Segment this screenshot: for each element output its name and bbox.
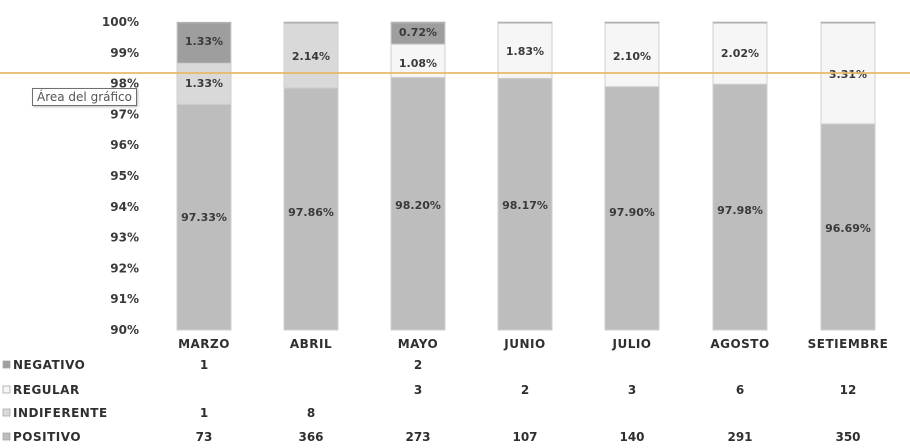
bar-segment-negativo <box>176 21 232 64</box>
data-label: 97.33% <box>181 211 227 224</box>
table-cell: 12 <box>840 383 857 397</box>
data-label: 97.98% <box>717 204 763 217</box>
selection-indicator-line <box>0 72 910 74</box>
bar-top-edge <box>498 22 552 24</box>
category-label: MAYO <box>398 337 439 351</box>
table-cell: 1 <box>200 406 208 420</box>
category-label: JULIO <box>611 337 651 351</box>
table-cell: 3 <box>414 383 422 397</box>
y-tick-label: 91% <box>110 292 139 306</box>
data-label: 97.90% <box>609 206 655 219</box>
y-tick-label: 94% <box>110 200 139 214</box>
bar-segment-positivo <box>283 87 339 331</box>
y-tick-label: 95% <box>110 169 139 183</box>
y-tick-label: 98% <box>110 77 139 91</box>
bar-top-edge <box>284 22 338 24</box>
table-cell: 107 <box>512 430 537 444</box>
table-cell: 2 <box>521 383 529 397</box>
data-label: 98.20% <box>395 199 441 212</box>
data-label: 3.31% <box>829 68 867 81</box>
legend-key-positivo <box>2 432 11 441</box>
data-label: 1.33% <box>185 77 223 90</box>
legend-key-negativo <box>2 360 11 369</box>
table-row-label: NEGATIVO <box>13 358 85 372</box>
bar-segment-positivo <box>604 86 660 331</box>
table-row-label: REGULAR <box>13 383 80 397</box>
legend-key-indiferente <box>2 408 11 417</box>
table-cell: 366 <box>298 430 323 444</box>
bar-top-edge <box>713 22 767 24</box>
bar-top-edge <box>821 22 875 24</box>
data-label: 97.86% <box>288 206 334 219</box>
bar-top-edge <box>391 22 445 24</box>
table-cell: 2 <box>414 358 422 372</box>
legend-key-regular <box>2 385 11 394</box>
category-label: JUNIO <box>503 337 545 351</box>
table-cell: 273 <box>405 430 430 444</box>
table-row-label: INDIFERENTE <box>13 406 108 420</box>
table-cell: 3 <box>628 383 636 397</box>
bar-top-edge <box>177 22 231 24</box>
bar-segment-regular <box>497 21 553 79</box>
y-tick-label: 93% <box>110 231 139 245</box>
table-cell: 8 <box>307 406 315 420</box>
table-cell: 6 <box>736 383 744 397</box>
data-label: 2.14% <box>292 50 330 63</box>
table-cell: 140 <box>619 430 644 444</box>
table-cell: 73 <box>196 430 213 444</box>
category-label: SETIEMBRE <box>808 337 889 351</box>
y-tick-label: 97% <box>110 107 139 121</box>
bar-segment-regular <box>604 21 660 88</box>
y-tick-label: 100% <box>102 15 139 29</box>
category-label: AGOSTO <box>710 337 769 351</box>
y-tick-label: 96% <box>110 138 139 152</box>
data-label: 2.02% <box>721 47 759 60</box>
y-tick-label: 92% <box>110 261 139 275</box>
category-label: ABRIL <box>290 337 332 351</box>
data-label: 2.10% <box>613 50 651 63</box>
bar-segment-positivo <box>390 76 446 331</box>
data-label: 98.17% <box>502 199 548 212</box>
bar-segment-positivo <box>176 103 232 331</box>
bar-segment-positivo <box>820 123 876 331</box>
data-label: 96.69% <box>825 222 871 235</box>
y-tick-label: 99% <box>110 46 139 60</box>
table-row-label: POSITIVO <box>13 430 81 444</box>
table-cell: 1 <box>200 358 208 372</box>
category-label: MARZO <box>178 337 230 351</box>
table-cell: 291 <box>727 430 752 444</box>
bar-segment-regular <box>390 43 446 78</box>
table-cell: 350 <box>835 430 860 444</box>
chart-area-tooltip: Área del gráfico <box>32 88 137 106</box>
data-label: 1.08% <box>399 57 437 70</box>
bar-segment-indiferente <box>176 62 232 105</box>
data-label: 1.33% <box>185 35 223 48</box>
y-tick-label: 90% <box>110 323 139 337</box>
data-label: 1.83% <box>506 45 544 58</box>
data-label: 0.72% <box>399 26 437 39</box>
bar-top-edge <box>605 22 659 24</box>
